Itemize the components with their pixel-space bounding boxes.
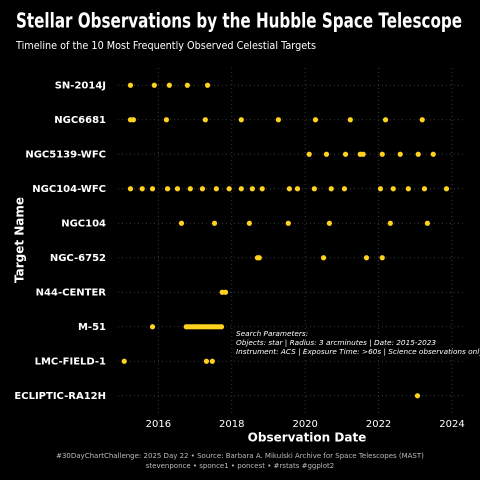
chart-title: Stellar Observations by the Hubble Space… (16, 9, 462, 33)
point (419, 117, 425, 123)
point (443, 186, 450, 192)
point (424, 220, 430, 226)
annotation: Objects: star | Radius: 3 arcminutes | D… (236, 338, 436, 347)
x-tick-label: 2018 (219, 419, 244, 430)
point (149, 186, 156, 192)
y-tick-label: SN-2014J (55, 80, 106, 91)
caption: #30DayChartChallenge: 2025 Day 22 • Sour… (56, 452, 424, 460)
y-tick-label: NGC6681 (54, 115, 106, 126)
point (306, 151, 312, 157)
x-tick-label: 2016 (146, 419, 171, 430)
point (256, 255, 262, 261)
point (238, 117, 244, 123)
point (326, 220, 333, 226)
point (379, 255, 385, 261)
point (218, 324, 225, 330)
point (178, 220, 185, 226)
point (202, 117, 208, 123)
point (149, 324, 156, 330)
point (127, 186, 134, 192)
point (204, 82, 211, 88)
point (312, 117, 319, 123)
x-tick-label: 2024 (439, 419, 464, 430)
point (342, 151, 349, 157)
point (184, 82, 190, 88)
x-tick-label: 2022 (366, 419, 391, 430)
point (382, 117, 389, 123)
y-tick-label: NGC5139-WFC (25, 149, 106, 160)
point (415, 151, 421, 157)
chart-subtitle: Timeline of the 10 Most Frequently Obser… (15, 40, 316, 52)
point (211, 220, 218, 226)
point (127, 82, 134, 88)
point (360, 151, 366, 157)
y-tick-label: ECLIPTIC-RA12H (14, 391, 106, 402)
point (421, 186, 428, 192)
point (320, 255, 327, 261)
point (328, 186, 334, 192)
point (222, 289, 229, 295)
y-tick-label: NGC104-WFC (32, 184, 106, 195)
caption: stevenponce • sponce1 • poncest • #rstat… (146, 462, 334, 470)
point (249, 186, 255, 192)
point (377, 186, 384, 192)
point (199, 186, 206, 192)
point (390, 186, 396, 192)
point (363, 255, 370, 261)
point (347, 117, 353, 123)
point (203, 358, 210, 364)
point (285, 220, 291, 226)
point (246, 220, 252, 226)
x-tick-label: 2020 (292, 419, 317, 430)
point (238, 186, 244, 192)
point (213, 186, 219, 192)
point (151, 82, 157, 88)
point (286, 186, 292, 192)
point (405, 186, 411, 192)
point (130, 117, 137, 123)
point (187, 186, 193, 192)
point (397, 151, 403, 157)
y-tick-label: N44-CENTER (36, 287, 107, 298)
point (294, 186, 301, 192)
y-tick-label: NGC104 (61, 218, 106, 229)
point (174, 186, 181, 192)
point (163, 117, 170, 123)
point (341, 186, 348, 192)
y-tick-label: LMC-FIELD-1 (35, 356, 106, 367)
point (387, 220, 393, 226)
point (164, 186, 171, 192)
annotation: Instrument: ACS | Exposure Time: >60s | … (236, 347, 480, 356)
point (226, 186, 232, 192)
point (166, 82, 172, 88)
y-tick-label: NGC-6752 (50, 253, 106, 264)
point (275, 117, 281, 123)
y-tick-label: M-51 (78, 322, 106, 333)
point (139, 186, 145, 192)
x-axis-label: Observation Date (248, 431, 367, 445)
point (209, 358, 215, 364)
point (311, 186, 317, 192)
point (430, 151, 436, 157)
grid (118, 68, 463, 413)
annotation: Search Parameters: (236, 329, 308, 338)
point (259, 186, 265, 192)
point (121, 358, 127, 364)
point (323, 151, 330, 157)
y-axis-label: Target Name (13, 197, 27, 283)
point (379, 151, 385, 157)
point (414, 393, 421, 399)
